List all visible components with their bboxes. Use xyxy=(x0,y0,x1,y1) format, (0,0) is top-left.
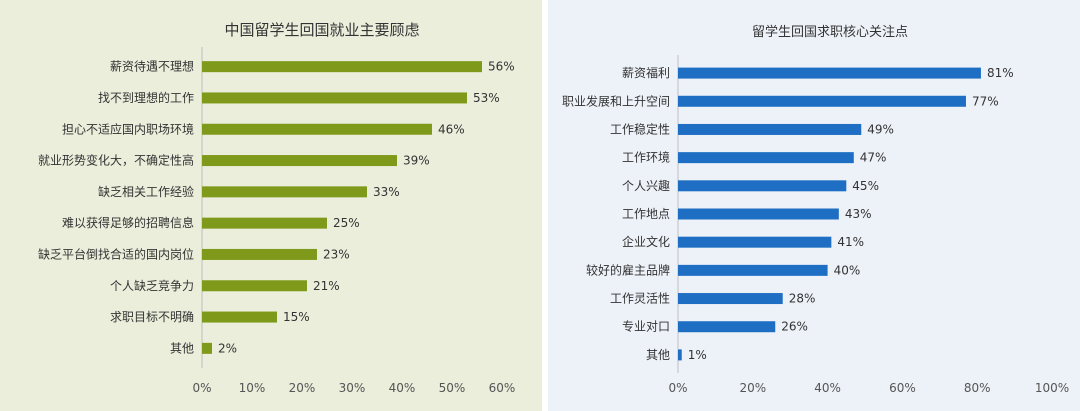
bar xyxy=(678,123,862,135)
value-label: 33% xyxy=(373,185,400,199)
bar xyxy=(678,321,776,333)
category-label: 缺乏平台倒找合适的国内岗位 xyxy=(38,246,194,261)
category-label: 较好的雇主品牌 xyxy=(586,262,670,277)
value-label: 25% xyxy=(333,216,360,230)
bar xyxy=(678,208,839,220)
value-label: 43% xyxy=(845,207,872,221)
chart-title: 中国留学生回国就业主要顾虑 xyxy=(224,21,419,39)
category-label: 就业形势变化大，不确定性高 xyxy=(38,153,194,168)
right-chart-panel: 留学生回国求职核心关注点薪资福利 81% 职业发展和上升空间 77% 工作稳定性 49% 工… xyxy=(548,0,1080,411)
bar xyxy=(202,280,307,292)
value-label: 23% xyxy=(323,247,350,261)
x-tick-label: 40% xyxy=(389,381,416,395)
x-tick-label: 0% xyxy=(192,381,211,395)
bar xyxy=(678,95,966,107)
value-label: 15% xyxy=(283,310,310,324)
x-tick-label: 50% xyxy=(439,381,466,395)
x-tick-label: 0% xyxy=(668,381,687,395)
value-label: 26% xyxy=(781,320,808,334)
bar xyxy=(678,349,682,361)
category-label: 工作灵活性 xyxy=(610,292,670,306)
x-tick-label: 40% xyxy=(814,381,841,395)
value-label: 56% xyxy=(488,60,515,74)
bar xyxy=(202,186,367,198)
x-tick-label: 30% xyxy=(339,381,366,395)
category-label: 找不到理想的工作 xyxy=(98,90,194,105)
category-label: 缺乏相关工作经验 xyxy=(98,184,194,199)
category-label: 其他 xyxy=(646,348,670,362)
category-label: 难以获得足够的招聘信息 xyxy=(62,215,194,230)
category-label: 工作地点 xyxy=(622,207,670,221)
bar xyxy=(678,152,854,164)
category-label: 薪资福利 xyxy=(622,65,670,80)
bar xyxy=(202,123,432,135)
bar xyxy=(202,155,397,167)
x-tick-label: 10% xyxy=(239,381,266,395)
value-label: 81% xyxy=(987,66,1014,80)
category-label: 个人兴趣 xyxy=(622,178,670,193)
value-label: 1% xyxy=(688,348,707,362)
bar xyxy=(202,92,467,104)
category-label: 个人缺乏竞争力 xyxy=(110,278,194,293)
category-label: 职业发展和上升空间 xyxy=(562,93,670,108)
category-label: 企业文化 xyxy=(622,234,670,249)
value-label: 49% xyxy=(867,122,894,136)
value-label: 47% xyxy=(860,151,887,165)
value-label: 45% xyxy=(852,179,879,193)
category-label: 担心不适应国内职场环境 xyxy=(62,121,194,136)
value-label: 40% xyxy=(834,263,861,277)
category-label: 工作环境 xyxy=(622,150,670,165)
value-label: 21% xyxy=(313,279,340,293)
bar xyxy=(202,217,327,229)
x-tick-label: 60% xyxy=(889,381,916,395)
bar xyxy=(202,248,317,260)
left-chart-panel: 中国留学生回国就业主要顾虑薪资待遇不理想 56% 找不到理想的工作 53% 担心不适应国… xyxy=(0,0,542,411)
value-label: 39% xyxy=(403,154,430,168)
bar xyxy=(678,236,832,248)
x-tick-label: 100% xyxy=(1035,381,1069,395)
value-label: 53% xyxy=(473,91,500,105)
value-label: 41% xyxy=(837,235,864,249)
value-label: 77% xyxy=(972,94,999,108)
bar xyxy=(202,342,212,354)
bar xyxy=(678,67,981,79)
category-label: 求职目标不明确 xyxy=(110,310,194,324)
x-tick-label: 20% xyxy=(289,381,316,395)
x-tick-label: 20% xyxy=(739,381,766,395)
bar xyxy=(202,61,482,73)
category-label: 专业对口 xyxy=(622,319,670,334)
bar xyxy=(678,180,847,192)
category-label: 工作稳定性 xyxy=(610,121,670,136)
value-label: 46% xyxy=(438,122,465,136)
x-tick-label: 80% xyxy=(964,381,991,395)
category-label: 其他 xyxy=(170,341,194,355)
chart-title: 留学生回国求职核心关注点 xyxy=(752,24,908,40)
x-tick-label: 60% xyxy=(489,381,516,395)
value-label: 28% xyxy=(789,292,816,306)
category-label: 薪资待遇不理想 xyxy=(110,59,194,74)
bar xyxy=(678,293,783,305)
bar xyxy=(202,311,277,323)
value-label: 2% xyxy=(218,341,237,355)
bar xyxy=(678,264,828,276)
